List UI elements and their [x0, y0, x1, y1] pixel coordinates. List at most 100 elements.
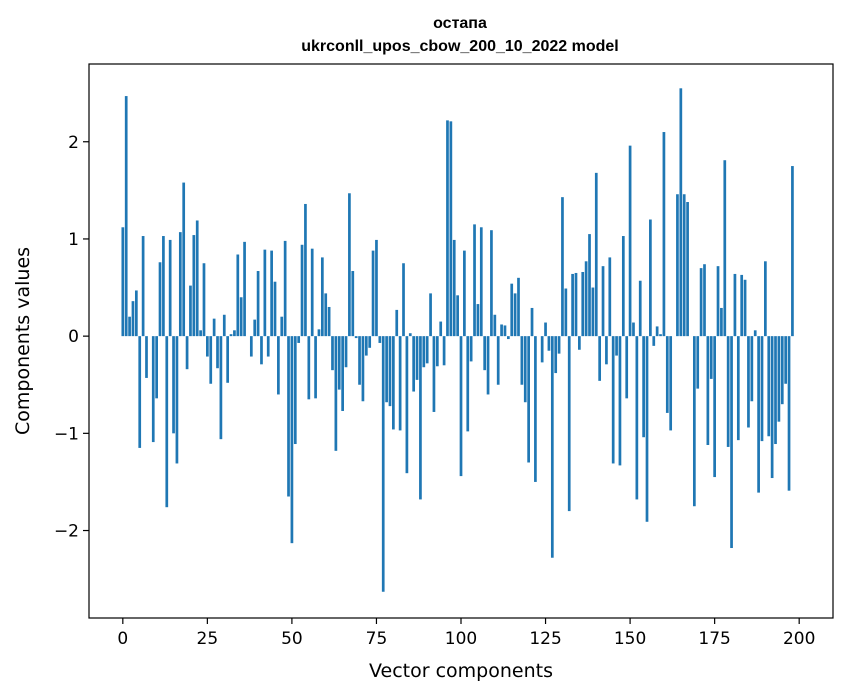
bar-137 — [584, 261, 588, 337]
bar-43 — [266, 336, 270, 357]
bar-100 — [459, 336, 463, 477]
bar-105 — [476, 304, 480, 337]
bar-18 — [182, 182, 186, 337]
bar-96 — [446, 120, 449, 337]
bar-74 — [371, 250, 375, 337]
bar-70 — [358, 336, 361, 385]
chart-title-line1: остапа — [433, 15, 487, 32]
bar-166 — [682, 194, 686, 337]
bar-55 — [307, 336, 311, 400]
bar-132 — [567, 336, 571, 512]
x-axis-label: Vector components — [369, 660, 553, 682]
bar-128 — [554, 336, 558, 374]
bar-6 — [141, 236, 145, 337]
bar-3 — [131, 301, 135, 337]
bar-133 — [571, 273, 574, 337]
bar-192 — [770, 336, 774, 479]
bar-67 — [348, 193, 351, 337]
bar-179 — [726, 336, 730, 447]
bar-46 — [277, 336, 280, 395]
bar-91 — [429, 293, 432, 337]
bar-116 — [513, 293, 517, 337]
bar-198 — [791, 166, 794, 337]
bar-177 — [720, 307, 723, 337]
bar-5 — [138, 336, 142, 448]
bar-52 — [297, 336, 301, 343]
bar-15 — [172, 336, 175, 434]
bar-21 — [192, 235, 196, 337]
bar-190 — [764, 261, 767, 337]
bar-167 — [686, 202, 689, 337]
bar-126 — [547, 336, 551, 351]
bar-98 — [452, 239, 456, 337]
bar-35 — [239, 297, 243, 337]
bar-58 — [317, 329, 321, 337]
bar-64 — [337, 336, 341, 390]
bar-29 — [219, 336, 223, 440]
bar-113 — [503, 325, 507, 337]
bar-81 — [395, 309, 399, 337]
bar-161 — [665, 336, 669, 413]
bar-72 — [364, 336, 368, 356]
bar-102 — [466, 336, 470, 432]
bar-196 — [784, 336, 788, 384]
bars-group — [121, 88, 798, 592]
bar-77 — [381, 336, 385, 592]
bar-57 — [314, 336, 317, 399]
bar-194 — [777, 336, 781, 422]
bar-197 — [787, 336, 791, 491]
bar-144 — [608, 257, 612, 337]
bar-185 — [747, 336, 750, 428]
bar-27 — [212, 318, 216, 337]
x-tick-label: 125 — [529, 629, 561, 649]
bar-195 — [780, 336, 784, 405]
chart-title-line2: ukrconll_upos_cbow_200_10_2022 model — [301, 38, 618, 55]
bar-191 — [767, 336, 771, 437]
bar-92 — [432, 336, 436, 412]
bar-33 — [233, 330, 236, 337]
y-tick-label: 2 — [68, 133, 79, 153]
bar-49 — [287, 336, 290, 497]
bar-158 — [655, 326, 659, 337]
bar-154 — [642, 336, 645, 438]
bar-61 — [327, 306, 331, 337]
bar-42 — [263, 249, 267, 337]
bar-111 — [496, 336, 500, 385]
bar-130 — [561, 197, 564, 337]
bar-173 — [706, 336, 710, 445]
bar-170 — [696, 336, 700, 389]
bar-95 — [442, 336, 446, 366]
bar-14 — [168, 239, 172, 337]
bar-99 — [456, 295, 459, 337]
y-tick-label: −1 — [54, 424, 79, 444]
bar-178 — [723, 160, 727, 337]
bar-142 — [601, 266, 605, 337]
bar-10 — [155, 336, 158, 399]
bar-106 — [479, 227, 483, 337]
bar-131 — [564, 288, 568, 337]
axes-group: 0 25 50 75 100 125 150 175 200 −2 −1 0 1 2 — [54, 133, 815, 649]
bar-45 — [273, 281, 277, 337]
x-tick-label: 50 — [281, 629, 303, 649]
bar-103 — [469, 336, 473, 362]
bar-84 — [405, 336, 409, 474]
bar-164 — [676, 194, 679, 337]
bar-87 — [415, 336, 419, 380]
bar-122 — [534, 336, 537, 482]
bar-188 — [757, 336, 760, 493]
bar-153 — [638, 280, 642, 337]
bar-17 — [178, 232, 182, 337]
bar-63 — [334, 336, 338, 451]
bar-155 — [645, 336, 649, 522]
bar-48 — [283, 240, 287, 337]
bar-187 — [753, 330, 757, 337]
bar-114 — [506, 336, 510, 340]
bar-69 — [354, 336, 358, 339]
bar-23 — [199, 330, 202, 337]
bar-97 — [449, 121, 453, 337]
x-tick-label: 25 — [197, 629, 219, 649]
bar-138 — [588, 234, 591, 337]
bar-117 — [517, 277, 520, 337]
bar-145 — [611, 336, 615, 464]
bar-125 — [544, 322, 547, 337]
